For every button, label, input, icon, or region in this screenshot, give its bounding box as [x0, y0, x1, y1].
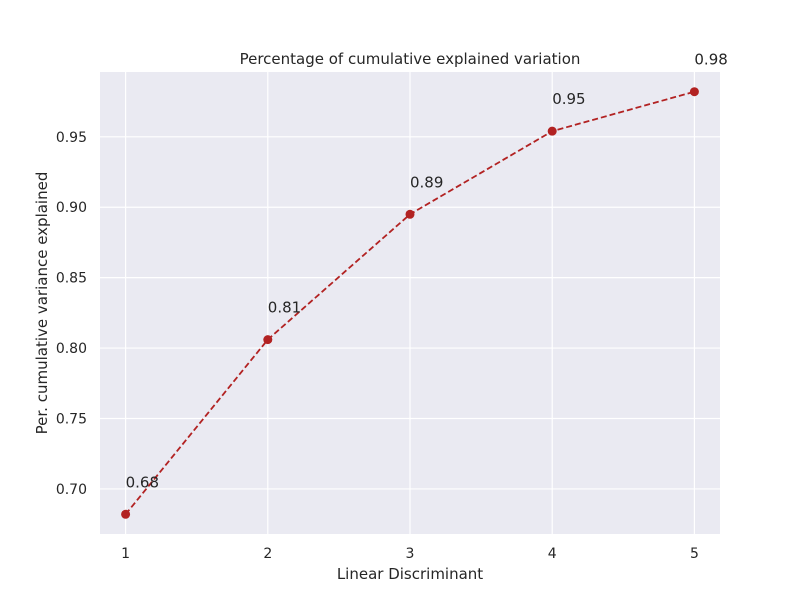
y-tick-label: 0.95 — [56, 130, 87, 146]
x-tick-label: 3 — [406, 546, 415, 562]
y-tick-label: 0.90 — [56, 200, 87, 216]
y-tick-label: 0.85 — [56, 271, 87, 287]
data-point-marker — [689, 87, 699, 97]
grid-layer — [100, 72, 720, 534]
label-layer: 0.68 0.81 0.89 0.95 0.98 — [126, 51, 728, 492]
chart-title: Percentage of cumulative explained varia… — [240, 50, 581, 68]
data-point-marker — [405, 209, 415, 219]
x-tick-label: 4 — [548, 546, 557, 562]
data-point-marker — [263, 335, 273, 345]
series-layer — [121, 87, 699, 519]
x-tick-label: 1 — [121, 546, 130, 562]
data-value-label: 0.81 — [268, 299, 301, 317]
data-value-label: 0.68 — [126, 473, 159, 491]
data-value-label: 0.98 — [694, 51, 727, 69]
y-axis-title: Per. cumulative variance explained — [33, 172, 51, 435]
tick-layer: 1 2 3 4 5 0.70 0.75 0.80 0.85 0.90 0.95 — [56, 130, 699, 562]
data-point-marker — [121, 509, 131, 519]
data-value-label: 0.89 — [410, 173, 443, 191]
y-tick-label: 0.80 — [56, 341, 87, 357]
data-point-marker — [547, 126, 557, 136]
data-value-label: 0.95 — [552, 90, 585, 108]
x-tick-label: 5 — [690, 546, 699, 562]
y-tick-label: 0.75 — [56, 412, 87, 428]
x-axis-title: Linear Discriminant — [337, 565, 483, 583]
x-tick-label: 2 — [263, 546, 272, 562]
y-tick-label: 0.70 — [56, 482, 87, 498]
